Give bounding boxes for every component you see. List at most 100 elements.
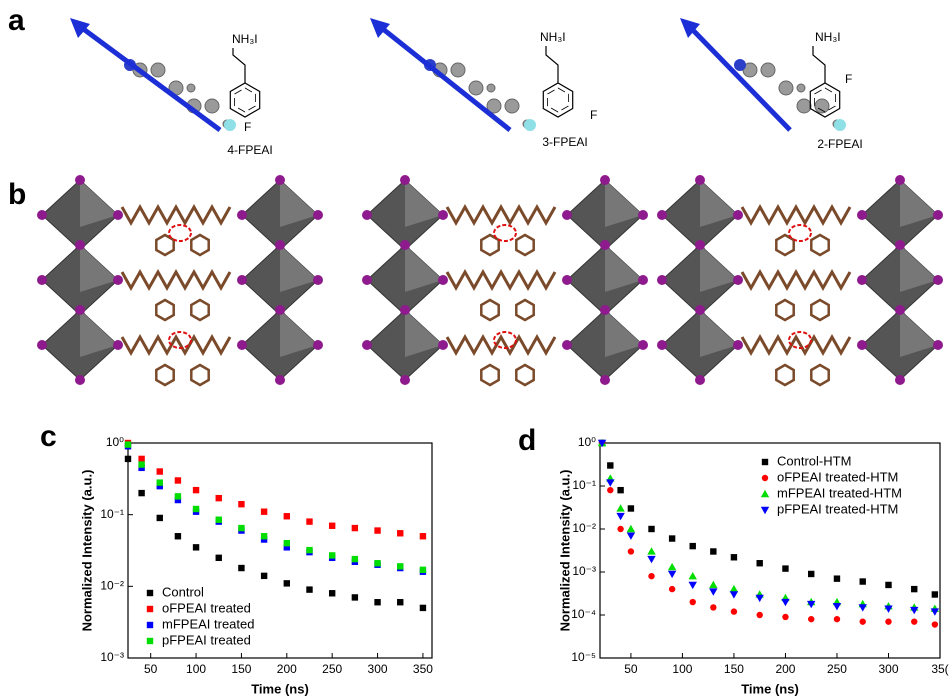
ring [190, 363, 210, 387]
marker [328, 522, 336, 529]
marker [606, 479, 615, 487]
marker [138, 489, 145, 497]
benzene-ring [809, 82, 841, 118]
marker [647, 547, 656, 555]
iodine [75, 240, 85, 250]
atom [204, 98, 220, 114]
iodine [600, 305, 610, 315]
marker [419, 533, 427, 540]
ring [155, 363, 175, 387]
benzene-ring [547, 87, 569, 113]
marker [688, 571, 697, 580]
iodine [113, 340, 123, 350]
marker [626, 532, 636, 540]
iodine [657, 210, 667, 220]
marker [238, 524, 245, 532]
iodine [75, 305, 85, 315]
ring [810, 298, 830, 322]
iodine [562, 340, 572, 350]
atom [796, 98, 812, 114]
atom [504, 98, 520, 114]
marker [859, 618, 866, 625]
legend-label: pFPEAI treated [162, 632, 251, 647]
legend-label: mFPEAI treated-HTM [777, 485, 902, 500]
iodine [638, 275, 648, 285]
y-tick-label: 10⁻¹ [572, 478, 596, 492]
marker [710, 604, 717, 611]
organic-chain [120, 333, 232, 357]
octahedron-face [280, 180, 318, 227]
x-tick-label: 300 [878, 662, 898, 676]
organic-chain [740, 203, 852, 227]
iodine [313, 275, 323, 285]
panel-label: b [8, 178, 26, 211]
marker [858, 604, 867, 612]
marker [215, 554, 222, 562]
marker [911, 618, 918, 625]
marker [306, 518, 313, 525]
organic-chain [740, 268, 852, 292]
marker [616, 512, 625, 521]
marker [260, 536, 268, 543]
chain [232, 48, 246, 83]
panel-label: d [518, 424, 536, 457]
marker [215, 516, 222, 523]
iodine [695, 240, 705, 250]
octahedron-face [900, 245, 938, 292]
arrow-head [70, 18, 90, 38]
iodine [313, 340, 323, 350]
fluorine-highlight [788, 331, 812, 349]
marker [156, 482, 163, 490]
iodine [857, 340, 867, 350]
iodine [37, 275, 47, 285]
octahedron-face [280, 310, 318, 357]
iodine [695, 305, 705, 315]
marker [238, 564, 245, 572]
marker [283, 544, 291, 551]
marker [124, 455, 132, 463]
iodine [275, 305, 285, 315]
iodine [400, 240, 410, 250]
octahedron-face [405, 245, 443, 292]
iodine [733, 275, 743, 285]
marker [648, 525, 655, 533]
y-tick-label: 10⁻¹ [100, 507, 124, 521]
legend-marker [146, 605, 154, 613]
legend-marker [146, 589, 154, 597]
iodine [600, 175, 610, 185]
ring [480, 298, 500, 322]
legend-marker [761, 458, 769, 466]
marker [756, 560, 763, 567]
octahedron-face [80, 180, 118, 227]
iodine [275, 375, 285, 385]
x-tick-label: 200 [775, 662, 795, 676]
marker [174, 493, 182, 500]
marker [884, 605, 893, 613]
iodine [695, 375, 705, 385]
marker [617, 525, 624, 533]
iodine [895, 305, 905, 315]
atom [224, 119, 236, 131]
legend-label: pFPEAI treated-HTM [777, 501, 898, 516]
iodine [695, 175, 705, 185]
marker [397, 599, 404, 606]
x-tick-label: 150 [231, 662, 251, 676]
iodine [275, 240, 285, 250]
plot-frame [127, 442, 433, 659]
iodine [857, 275, 867, 285]
molecule-name: 4-FPEAI [227, 143, 272, 157]
dipole-arrow [376, 23, 512, 132]
x-axis-title: Time (ns) [741, 681, 799, 696]
x-tick-label: 150 [724, 662, 744, 676]
y-axis-title: Normalized Intensity (a.u.) [557, 470, 572, 632]
atom [486, 83, 496, 93]
substituent-label: F [244, 120, 251, 134]
marker [709, 580, 718, 589]
marker [627, 548, 635, 555]
marker [782, 565, 789, 572]
iodine [75, 375, 85, 385]
x-tick-label: 35( [931, 662, 948, 676]
x-tick-label: 50 [624, 662, 638, 676]
iodine [638, 210, 648, 220]
iodine [562, 210, 572, 220]
